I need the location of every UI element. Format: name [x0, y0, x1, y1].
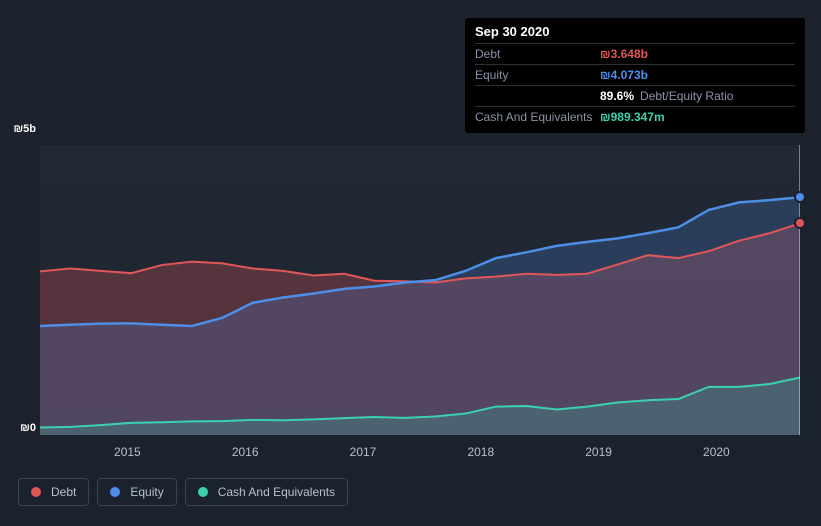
legend-dot-icon	[110, 487, 120, 497]
x-axis-tick: 2017	[350, 445, 377, 459]
debt-equity-chart: { "currency_symbol": "₪", "tooltip": { "…	[0, 0, 821, 526]
series-endcap	[794, 191, 806, 203]
y-axis-tick: ₪0	[20, 422, 36, 434]
tooltip-row-value: ₪989.347m	[600, 110, 665, 124]
tooltip-rows: Debt₪3.648bEquity₪4.073b89.6%Debt/Equity…	[475, 43, 795, 127]
tooltip-row-label: Debt	[475, 47, 600, 61]
series-endcap	[794, 217, 806, 229]
tooltip-row: Equity₪4.073b	[475, 64, 795, 85]
tooltip-row-value: ₪3.648b	[600, 47, 648, 61]
y-axis-tick: ₪5b	[13, 123, 36, 135]
tooltip-row-label: Cash And Equivalents	[475, 110, 600, 124]
chart-legend: Debt Equity Cash And Equivalents	[18, 478, 348, 506]
tooltip-row-label	[475, 89, 600, 103]
x-axis-tick: 2019	[585, 445, 612, 459]
x-axis-tick: 2016	[232, 445, 259, 459]
tooltip-row-label: Equity	[475, 68, 600, 82]
tooltip-row-value: 89.6%Debt/Equity Ratio	[600, 89, 733, 103]
legend-item-label: Cash And Equivalents	[218, 485, 335, 499]
legend-item-debt[interactable]: Debt	[18, 478, 89, 506]
x-axis-tick: 2020	[703, 445, 730, 459]
chart-tooltip: Sep 30 2020 Debt₪3.648bEquity₪4.073b89.6…	[465, 18, 805, 133]
legend-item-equity[interactable]: Equity	[97, 478, 176, 506]
tooltip-row: Debt₪3.648b	[475, 43, 795, 64]
chart-cursor-line	[799, 145, 800, 435]
legend-item-cash-and-equivalents[interactable]: Cash And Equivalents	[185, 478, 348, 506]
legend-item-label: Equity	[130, 485, 163, 499]
legend-item-label: Debt	[51, 485, 76, 499]
tooltip-date: Sep 30 2020	[475, 24, 795, 39]
legend-dot-icon	[31, 487, 41, 497]
x-axis-tick: 2018	[467, 445, 494, 459]
chart-plot-area[interactable]	[40, 145, 800, 435]
x-axis-tick: 2015	[114, 445, 141, 459]
legend-dot-icon	[198, 487, 208, 497]
tooltip-row: Cash And Equivalents₪989.347m	[475, 106, 795, 127]
tooltip-row-value: ₪4.073b	[600, 68, 648, 82]
tooltip-row: 89.6%Debt/Equity Ratio	[475, 85, 795, 106]
tooltip-row-extra: Debt/Equity Ratio	[640, 89, 733, 103]
